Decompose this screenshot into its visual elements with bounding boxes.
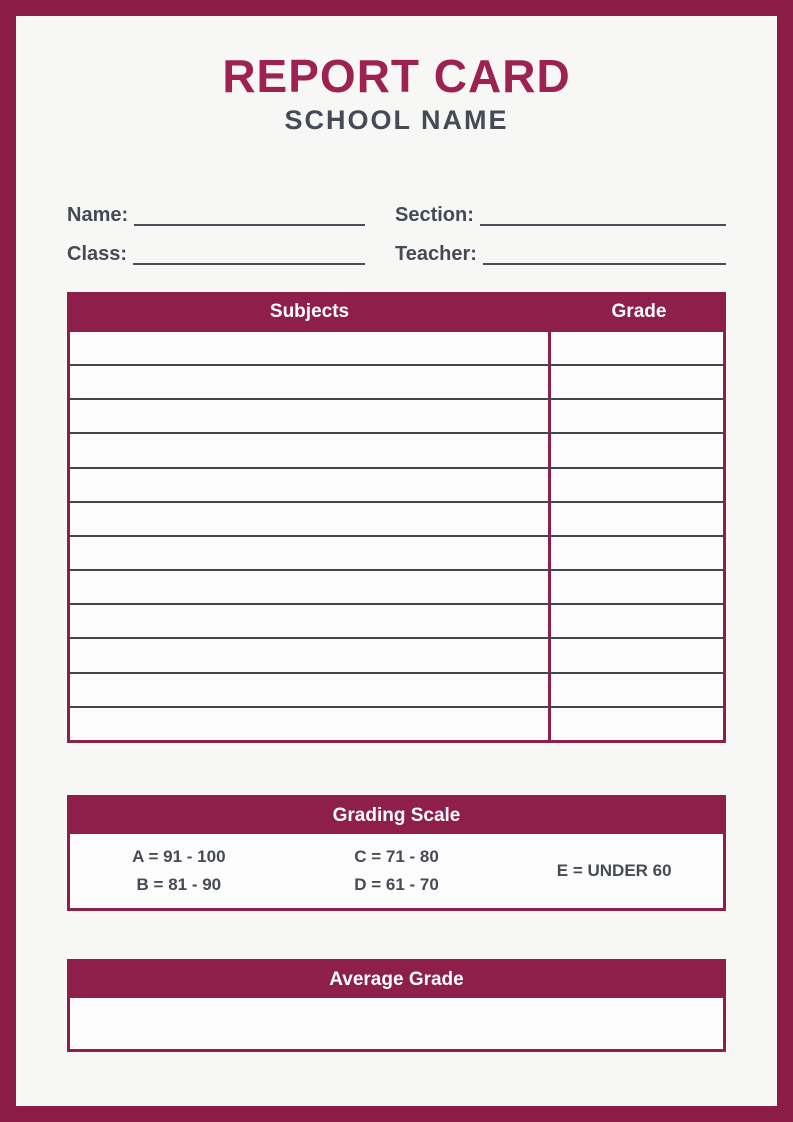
table-row xyxy=(70,671,723,706)
table-row xyxy=(70,331,723,365)
subject-cell[interactable] xyxy=(70,434,551,467)
class-field: Class: xyxy=(67,243,365,265)
section-input-line[interactable] xyxy=(479,205,726,226)
grade-cell[interactable] xyxy=(551,332,723,364)
grade-cell[interactable] xyxy=(551,469,723,501)
scale-entry-c: C = 71 - 80 xyxy=(354,846,439,866)
grading-scale-header: Grading Scale xyxy=(69,796,724,835)
table-row xyxy=(70,637,723,672)
grade-cell[interactable] xyxy=(551,366,723,398)
page-title: REPORT CARD xyxy=(222,50,571,102)
school-name: SCHOOL NAME xyxy=(284,104,509,135)
grade-cell[interactable] xyxy=(551,639,723,671)
table-row xyxy=(70,466,723,501)
grading-scale-section: Grading Scale A = 91 - 100 B = 81 - 90 C… xyxy=(67,794,726,911)
grade-cell[interactable] xyxy=(551,503,723,535)
name-label: Name: xyxy=(67,203,129,226)
grade-cell[interactable] xyxy=(551,708,723,740)
subject-cell[interactable] xyxy=(70,468,551,501)
grading-scale-column-ab: A = 91 - 100 B = 81 - 90 xyxy=(70,843,288,899)
teacher-label: Teacher: xyxy=(395,242,477,265)
subject-cell[interactable] xyxy=(70,571,551,604)
teacher-input-line[interactable] xyxy=(482,244,726,265)
subject-cell[interactable] xyxy=(70,605,551,638)
grade-cell[interactable] xyxy=(551,537,723,569)
scale-entry-a: A = 91 - 100 xyxy=(132,846,226,866)
subject-cell[interactable] xyxy=(70,366,551,399)
subject-cell[interactable] xyxy=(70,536,551,570)
average-grade-value[interactable] xyxy=(70,997,723,1049)
grade-cell[interactable] xyxy=(551,605,723,637)
scale-entry-b: B = 81 - 90 xyxy=(136,874,222,894)
grading-scale-column-cd: C = 71 - 80 D = 61 - 70 xyxy=(288,843,506,899)
subject-cell[interactable] xyxy=(70,502,551,535)
name-input-line[interactable] xyxy=(134,205,365,226)
table-row xyxy=(70,569,723,604)
section-label: Section: xyxy=(395,203,474,226)
table-row xyxy=(70,398,723,433)
subjects-column-header: Subjects xyxy=(269,300,350,322)
teacher-field: Teacher: xyxy=(395,243,726,265)
table-row xyxy=(70,534,723,570)
table-row xyxy=(70,432,723,467)
name-field: Name: xyxy=(67,204,365,226)
grades-table-body xyxy=(67,331,726,743)
subject-cell[interactable] xyxy=(70,639,551,672)
average-grade-section: Average Grade xyxy=(67,958,726,1052)
scale-entry-e: E = UNDER 60 xyxy=(556,860,672,880)
table-row xyxy=(70,603,723,638)
grade-cell[interactable] xyxy=(551,400,723,432)
subject-cell[interactable] xyxy=(70,331,551,365)
class-input-line[interactable] xyxy=(133,244,365,265)
title-block: REPORT CARD SCHOOL NAME xyxy=(67,50,726,136)
subject-cell[interactable] xyxy=(70,400,551,433)
subject-cell[interactable] xyxy=(70,707,551,740)
class-label: Class: xyxy=(67,242,128,265)
grading-scale-content: A = 91 - 100 B = 81 - 90 C = 71 - 80 D =… xyxy=(70,833,723,908)
scale-entry-d: D = 61 - 70 xyxy=(354,874,439,894)
table-row xyxy=(70,364,723,399)
grade-cell[interactable] xyxy=(551,571,723,603)
grades-table-header: Subjects Grade xyxy=(67,291,726,332)
page-content: REPORT CARD SCHOOL NAME Name: Section: C… xyxy=(16,50,777,1052)
section-field: Section: xyxy=(395,204,726,226)
grade-cell[interactable] xyxy=(551,674,723,706)
grade-column-header: Grade xyxy=(611,300,667,322)
table-row xyxy=(70,500,723,535)
grade-cell[interactable] xyxy=(551,434,723,466)
table-row xyxy=(70,705,723,740)
grades-table: Subjects Grade xyxy=(67,291,726,743)
grading-scale-column-e: E = UNDER 60 xyxy=(505,857,723,885)
student-info-section: Name: Section: Class: Teacher: xyxy=(67,204,726,265)
average-grade-header: Average Grade xyxy=(69,960,724,999)
subject-cell[interactable] xyxy=(70,673,551,706)
